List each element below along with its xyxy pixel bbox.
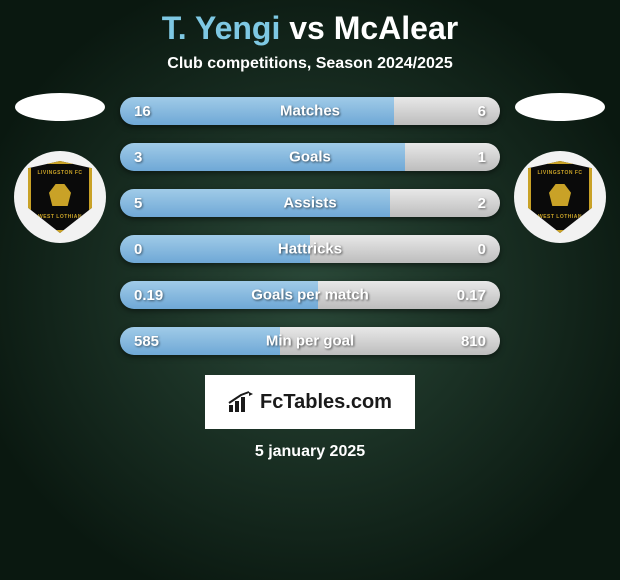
- stat-row: 00Hattricks: [120, 235, 500, 263]
- stat-row: 0.190.17Goals per match: [120, 281, 500, 309]
- stat-label: Min per goal: [266, 333, 354, 350]
- stat-row: 585810Min per goal: [120, 327, 500, 355]
- stat-left-value: 585: [120, 327, 280, 355]
- brand-text: FcTables.com: [260, 391, 392, 414]
- player2-flag-icon: [515, 93, 605, 121]
- stat-label: Hattricks: [278, 241, 342, 258]
- crest-bottom-text: WEST LOTHIAN: [38, 214, 82, 220]
- player2-club-crest: LIVINGSTON FC WEST LOTHIAN: [514, 151, 606, 243]
- lion-icon: [549, 184, 571, 206]
- stat-left-value: 5: [120, 189, 390, 217]
- content-row: LIVINGSTON FC WEST LOTHIAN 166 Matches 31 G…: [0, 93, 620, 355]
- stat-right-value: 6: [394, 97, 500, 125]
- player2-name: McAlear: [334, 10, 459, 46]
- shield-icon: LIVINGSTON FC WEST LOTHIAN: [28, 161, 92, 233]
- right-side-column: LIVINGSTON FC WEST LOTHIAN: [510, 93, 610, 243]
- stat-row: 166 Matches: [120, 97, 500, 125]
- crest-top-text: LIVINGSTON FC: [37, 170, 82, 176]
- stats-bars: 166 Matches 31 Goals 52 Assists 00Hattricks 0.1…: [120, 93, 500, 355]
- stat-right-value: 1: [405, 143, 500, 171]
- stat-label: Assists: [283, 195, 336, 212]
- stat-row: 52 Assists: [120, 189, 500, 217]
- stat-right-value: 2: [390, 189, 500, 217]
- lion-icon: [49, 184, 71, 206]
- stat-left-value: 16: [120, 97, 394, 125]
- footer: FcTables.com 5 january 2025: [0, 375, 620, 461]
- header: T. Yengi vs McAlear Club competitions, S…: [0, 0, 620, 73]
- stat-label: Goals per match: [251, 287, 369, 304]
- crest-bottom-text: WEST LOTHIAN: [538, 214, 582, 220]
- player1-flag-icon: [15, 93, 105, 121]
- crest-top-text: LIVINGSTON FC: [537, 170, 582, 176]
- chart-icon: [228, 391, 254, 413]
- left-side-column: LIVINGSTON FC WEST LOTHIAN: [10, 93, 110, 243]
- stat-left-value: 3: [120, 143, 405, 171]
- subtitle: Club competitions, Season 2024/2025: [0, 55, 620, 73]
- stat-row: 31 Goals: [120, 143, 500, 171]
- stat-label: Goals: [289, 149, 331, 166]
- player1-club-crest: LIVINGSTON FC WEST LOTHIAN: [14, 151, 106, 243]
- vs-text: vs: [289, 10, 325, 46]
- comparison-title: T. Yengi vs McAlear: [0, 10, 620, 47]
- brand-box: FcTables.com: [205, 375, 415, 429]
- date-text: 5 january 2025: [0, 443, 620, 461]
- shield-icon: LIVINGSTON FC WEST LOTHIAN: [528, 161, 592, 233]
- stat-label: Matches: [280, 103, 340, 120]
- player1-name: T. Yengi: [162, 10, 281, 46]
